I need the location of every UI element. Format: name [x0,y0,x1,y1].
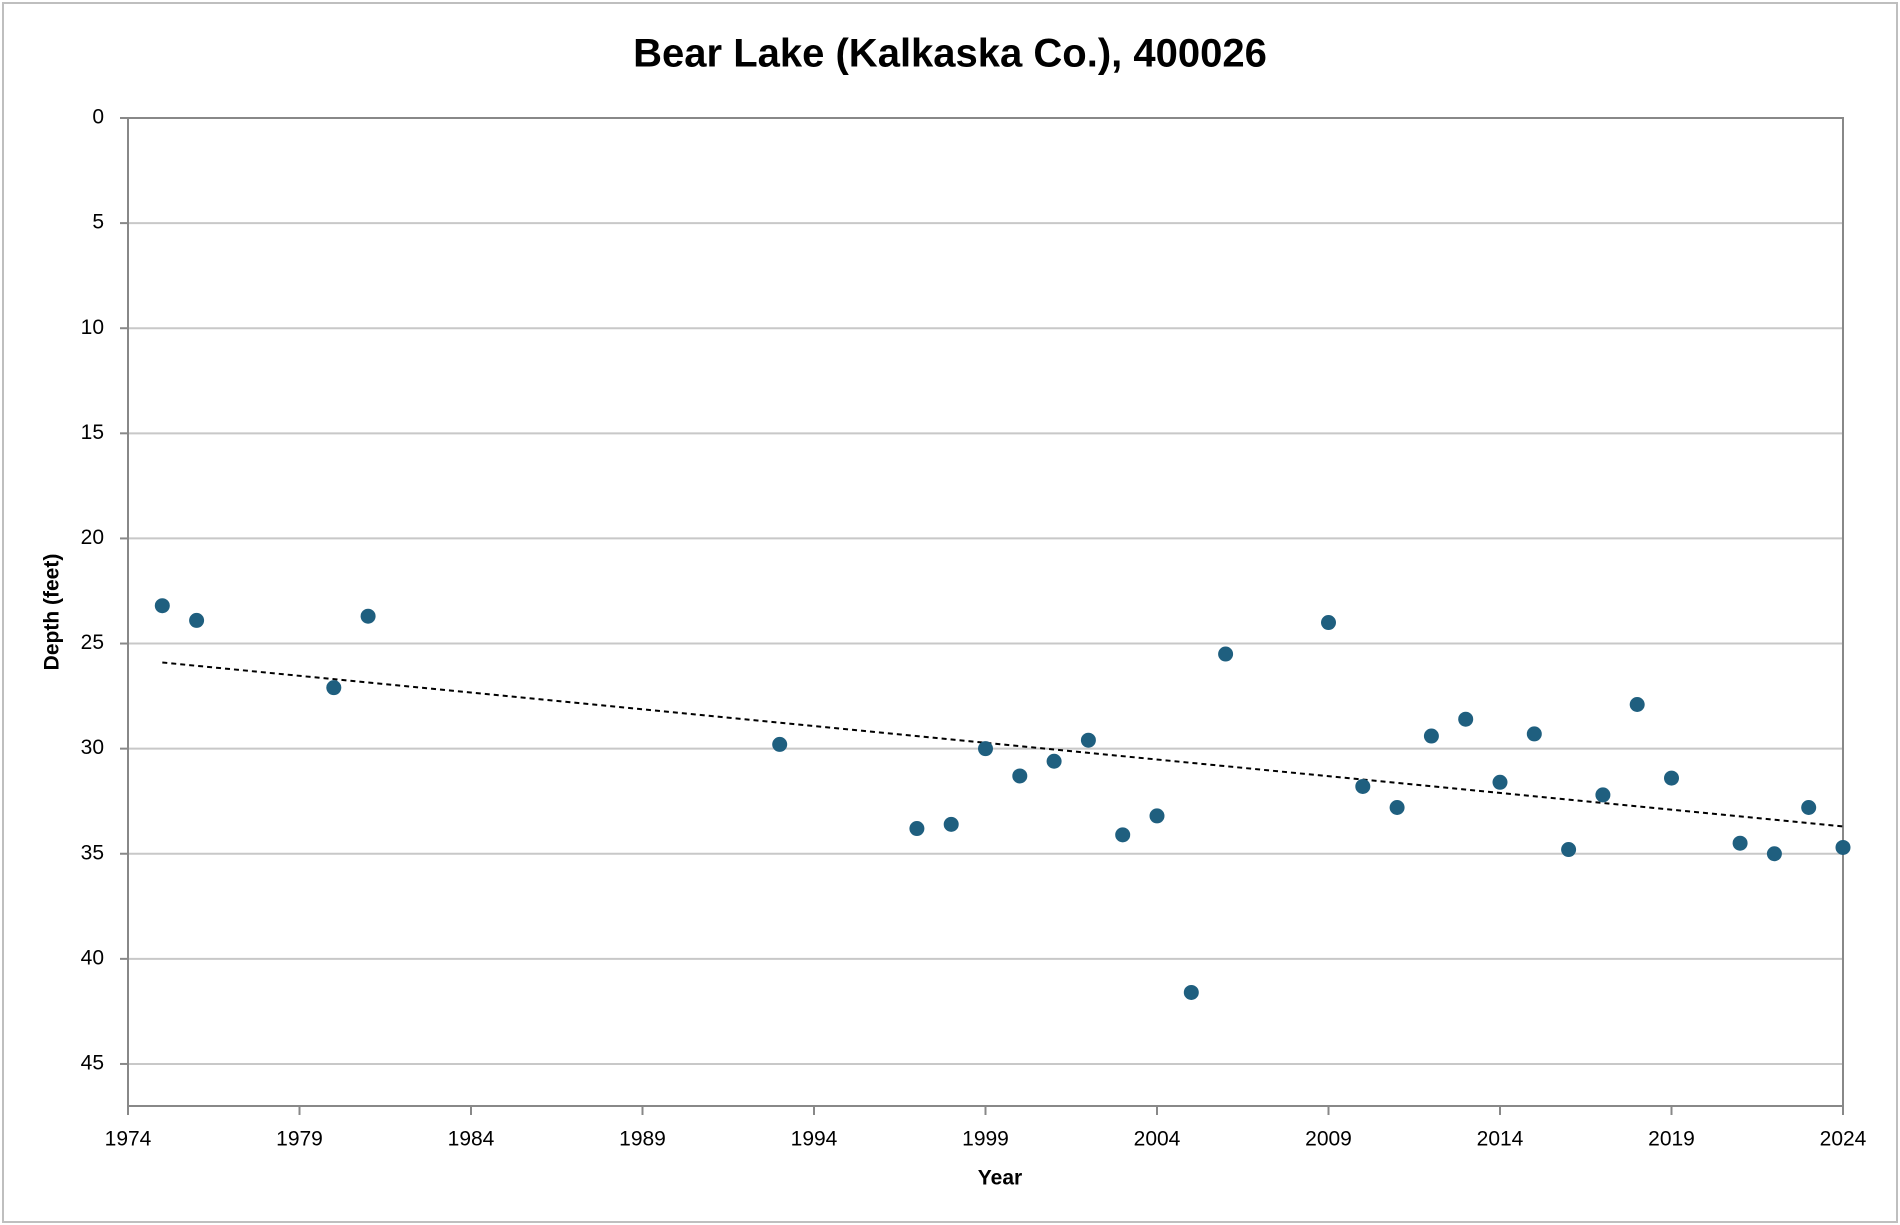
data-point [1149,808,1165,824]
x-tick-label: 1994 [791,1128,838,1151]
data-point [1732,835,1748,851]
x-tick-label: 2019 [1648,1128,1695,1151]
x-tick-label: 1984 [448,1128,495,1151]
data-point [1355,778,1371,794]
data-point [1389,799,1405,815]
x-tick-label: 1989 [619,1128,666,1151]
y-tick-label: 35 [81,841,104,864]
trendline [162,661,1844,828]
y-axis-title: Depth (feet) [41,554,64,671]
y-tick-label: 45 [81,1052,104,1075]
y-tick-label: 20 [81,526,104,549]
data-point [1458,711,1474,727]
y-tick-label: 25 [81,631,104,654]
y-tick-label: 5 [92,211,104,234]
data-point [360,608,376,624]
data-point [1561,842,1577,858]
x-tick-label: 2024 [1820,1128,1867,1151]
data-point [1046,753,1062,769]
data-point [1766,846,1782,862]
data-point [978,741,993,757]
y-tick-label: 30 [81,736,104,759]
data-point [189,612,205,628]
x-tick-label: 2014 [1477,1128,1524,1151]
data-point [1595,787,1611,803]
y-tick-label: 40 [81,946,104,969]
x-tick-label: 1979 [276,1128,323,1151]
data-point [1183,984,1199,1000]
data-point [1629,696,1645,712]
data-point [154,598,170,614]
data-point [1115,827,1131,843]
x-tick-label: 2009 [1305,1128,1352,1151]
y-tick-label: 10 [81,316,104,339]
x-axis-title: Year [978,1167,1022,1190]
data-point [909,821,925,837]
data-point [1218,646,1234,662]
data-point [1492,774,1508,790]
x-tick-label: 1999 [962,1128,1009,1151]
data-point [1526,726,1542,742]
data-point [1835,839,1851,855]
data-point [1664,770,1679,786]
x-tick-label: 1974 [105,1128,152,1151]
data-point [326,680,342,696]
data-point [772,736,788,752]
data-point [1321,615,1336,631]
data-point [1801,799,1817,815]
y-tick-label: 15 [81,421,104,444]
data-point [1012,768,1028,784]
chart-title: Bear Lake (Kalkaska Co.), 400026 [633,32,1267,76]
data-point [943,816,959,832]
data-point [1080,732,1096,748]
data-point [1423,728,1439,744]
x-tick-label: 2004 [1134,1128,1181,1151]
y-tick-label: 0 [92,106,104,129]
